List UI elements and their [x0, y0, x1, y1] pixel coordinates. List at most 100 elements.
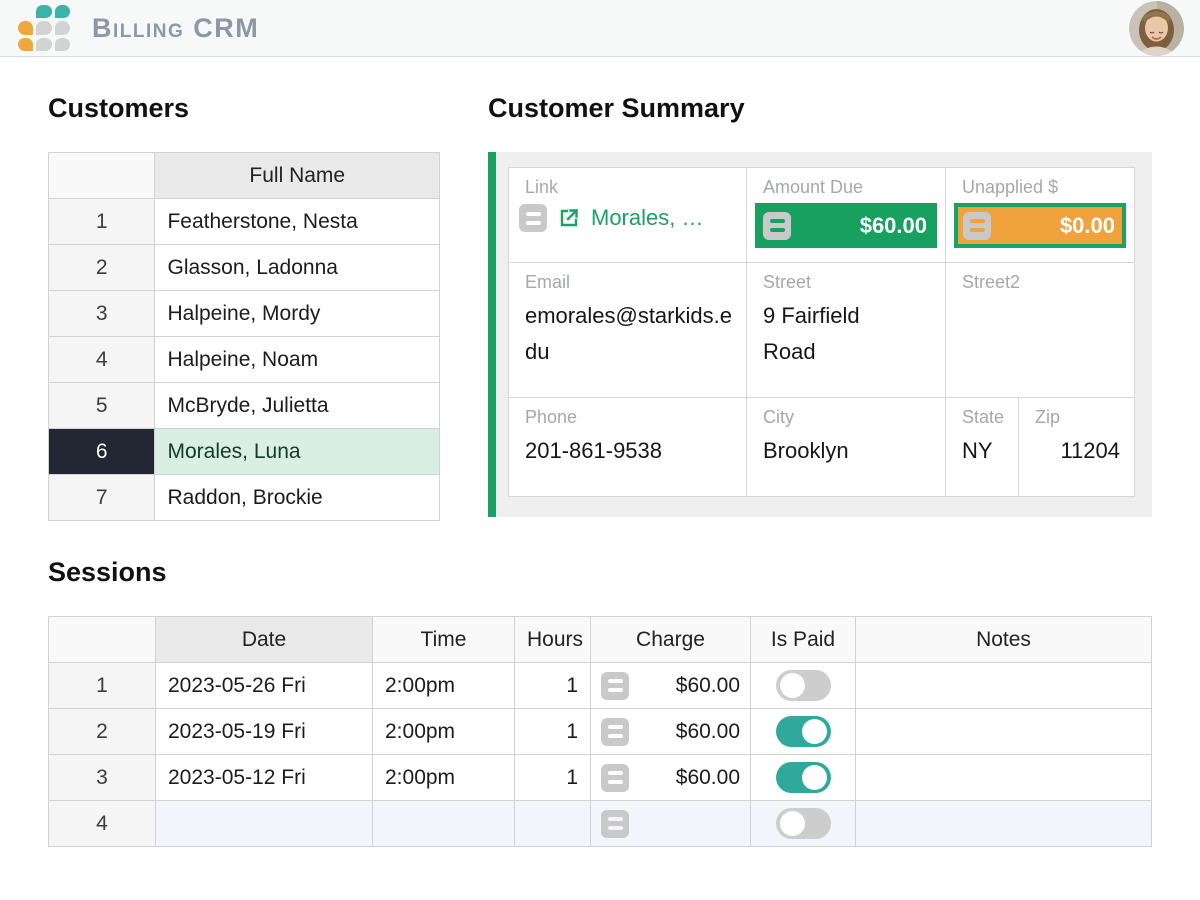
- session-hours-cell[interactable]: 1: [514, 708, 591, 755]
- external-link-icon: [557, 206, 581, 230]
- row-number-cell[interactable]: 7: [47, 474, 156, 521]
- session-is-paid-cell[interactable]: [750, 800, 856, 847]
- row-number-cell[interactable]: 3: [47, 290, 156, 337]
- session-notes-cell[interactable]: [855, 662, 1152, 709]
- customer-summary-title: Customer Summary: [488, 93, 745, 123]
- row-number-cell[interactable]: 6: [47, 428, 156, 475]
- logo-petal: [54, 21, 70, 35]
- customer-row[interactable]: 2 Glasson, Ladonna: [47, 244, 440, 291]
- session-is-paid-cell[interactable]: [750, 708, 856, 755]
- row-number-cell[interactable]: 1: [48, 662, 156, 709]
- row-number-cell[interactable]: 2: [48, 708, 156, 755]
- charge-value: $60.00: [675, 673, 740, 697]
- email-value: emorales@starkids.edu: [525, 303, 732, 365]
- is-paid-toggle[interactable]: [775, 670, 831, 701]
- customer-name-cell[interactable]: McBryde, Julietta: [154, 382, 440, 429]
- customer-name-cell[interactable]: Halpeine, Noam: [154, 336, 440, 383]
- unapplied-bar[interactable]: $0.00: [954, 203, 1126, 248]
- app-logo-icon[interactable]: [18, 5, 70, 51]
- column-header-charge[interactable]: Charge: [590, 616, 751, 663]
- session-date-cell[interactable]: 2023-05-26 Fri: [155, 662, 373, 709]
- email-label: Email: [525, 272, 571, 292]
- session-date-cell[interactable]: [155, 800, 373, 847]
- session-is-paid-cell[interactable]: [750, 662, 856, 709]
- row-number-cell[interactable]: 4: [47, 336, 156, 383]
- session-notes-cell[interactable]: [855, 708, 1152, 755]
- session-charge-cell[interactable]: [590, 800, 751, 847]
- session-hours-cell[interactable]: 1: [514, 754, 591, 801]
- summary-phone-cell[interactable]: Phone 201-861-9538: [509, 398, 746, 496]
- session-date-cell[interactable]: 2023-05-12 Fri: [155, 754, 373, 801]
- session-charge-cell[interactable]: $60.00: [590, 754, 751, 801]
- session-notes-cell[interactable]: [855, 754, 1152, 801]
- session-row[interactable]: 4: [48, 800, 1152, 847]
- column-header-full-name[interactable]: Full Name: [154, 152, 440, 199]
- logo-petal: [36, 21, 52, 35]
- customers-section: Customers Full Name 1 Featherstone, Nest…: [47, 93, 440, 521]
- row-number-cell[interactable]: 5: [47, 382, 156, 429]
- column-header-is-paid[interactable]: Is Paid: [750, 616, 856, 663]
- session-hours-cell[interactable]: [514, 800, 591, 847]
- column-header-date[interactable]: Date: [155, 616, 373, 663]
- row-number-cell[interactable]: 4: [48, 800, 156, 847]
- row-number-cell[interactable]: 1: [47, 198, 156, 245]
- row-number-cell[interactable]: 2: [47, 244, 156, 291]
- summary-email-cell[interactable]: Email emorales@starkids.edu: [509, 263, 746, 397]
- customer-name-cell[interactable]: Halpeine, Mordy: [154, 290, 440, 337]
- user-avatar[interactable]: [1129, 0, 1184, 56]
- is-paid-toggle[interactable]: [775, 716, 831, 747]
- session-row[interactable]: 2 2023-05-19 Fri 2:00pm 1 $60.00: [48, 708, 1152, 755]
- customer-row[interactable]: 4 Halpeine, Noam: [47, 336, 440, 383]
- summary-amount-due-cell[interactable]: Amount Due $60.00: [747, 168, 945, 262]
- logo-petal: [18, 37, 34, 51]
- charge-value: $60.00: [675, 719, 740, 743]
- unapplied-label: Unapplied $: [962, 177, 1059, 197]
- customer-name-cell[interactable]: Featherstone, Nesta: [154, 198, 440, 245]
- session-time-cell[interactable]: 2:00pm: [372, 662, 515, 709]
- charge-value: $60.00: [675, 765, 740, 789]
- session-date-cell[interactable]: 2023-05-19 Fri: [155, 708, 373, 755]
- customer-link[interactable]: Morales, …: [591, 205, 704, 230]
- is-paid-toggle[interactable]: [775, 762, 831, 793]
- city-value: Brooklyn: [763, 438, 849, 463]
- logo-petal: [54, 37, 70, 51]
- customer-name-cell[interactable]: Morales, Luna: [154, 428, 440, 475]
- link-label: Link: [525, 177, 559, 197]
- session-notes-cell[interactable]: [855, 800, 1152, 847]
- customer-row[interactable]: 5 McBryde, Julietta: [47, 382, 440, 429]
- summary-street-cell[interactable]: Street 9 Fairfield Road: [747, 263, 945, 397]
- summary-state-cell[interactable]: State NY: [946, 398, 1018, 496]
- summary-city-cell[interactable]: City Brooklyn: [747, 398, 945, 496]
- session-charge-cell[interactable]: $60.00: [590, 662, 751, 709]
- session-row[interactable]: 1 2023-05-26 Fri 2:00pm 1 $60.00: [48, 662, 1152, 709]
- session-hours-cell[interactable]: 1: [514, 662, 591, 709]
- customer-row[interactable]: 3 Halpeine, Mordy: [47, 290, 440, 337]
- customer-name-cell[interactable]: Raddon, Brockie: [154, 474, 440, 521]
- column-header-time[interactable]: Time: [372, 616, 515, 663]
- customer-row[interactable]: 6 Morales, Luna: [47, 428, 440, 475]
- summary-street2-cell[interactable]: Street2: [946, 263, 1134, 397]
- customers-corner-header[interactable]: [47, 152, 156, 199]
- menu-icon: [601, 763, 629, 792]
- session-charge-cell[interactable]: $60.00: [590, 708, 751, 755]
- customer-row[interactable]: 1 Featherstone, Nesta: [47, 198, 440, 245]
- column-header-notes[interactable]: Notes: [855, 616, 1152, 663]
- session-time-cell[interactable]: 2:00pm: [372, 708, 515, 755]
- session-time-cell[interactable]: [372, 800, 515, 847]
- session-row[interactable]: 3 2023-05-12 Fri 2:00pm 1 $60.00: [48, 754, 1152, 801]
- state-value: NY: [962, 438, 993, 463]
- column-header-hours[interactable]: Hours: [514, 616, 591, 663]
- customer-row[interactable]: 7 Raddon, Brockie: [47, 474, 440, 521]
- session-time-cell[interactable]: 2:00pm: [372, 754, 515, 801]
- summary-unapplied-cell[interactable]: Unapplied $ $0.00: [946, 168, 1134, 262]
- row-number-cell[interactable]: 3: [48, 754, 156, 801]
- summary-link-cell[interactable]: Link Morales, …: [509, 168, 746, 262]
- is-paid-toggle[interactable]: [775, 808, 831, 839]
- summary-zip-cell[interactable]: Zip 11204: [1019, 398, 1134, 496]
- amount-due-bar[interactable]: $60.00: [755, 203, 937, 248]
- customer-name-cell[interactable]: Glasson, Ladonna: [154, 244, 440, 291]
- sessions-corner-header[interactable]: [48, 616, 156, 663]
- session-is-paid-cell[interactable]: [750, 754, 856, 801]
- menu-icon: [601, 809, 629, 838]
- customers-table: Full Name 1 Featherstone, Nesta 2 Glasso…: [47, 152, 440, 521]
